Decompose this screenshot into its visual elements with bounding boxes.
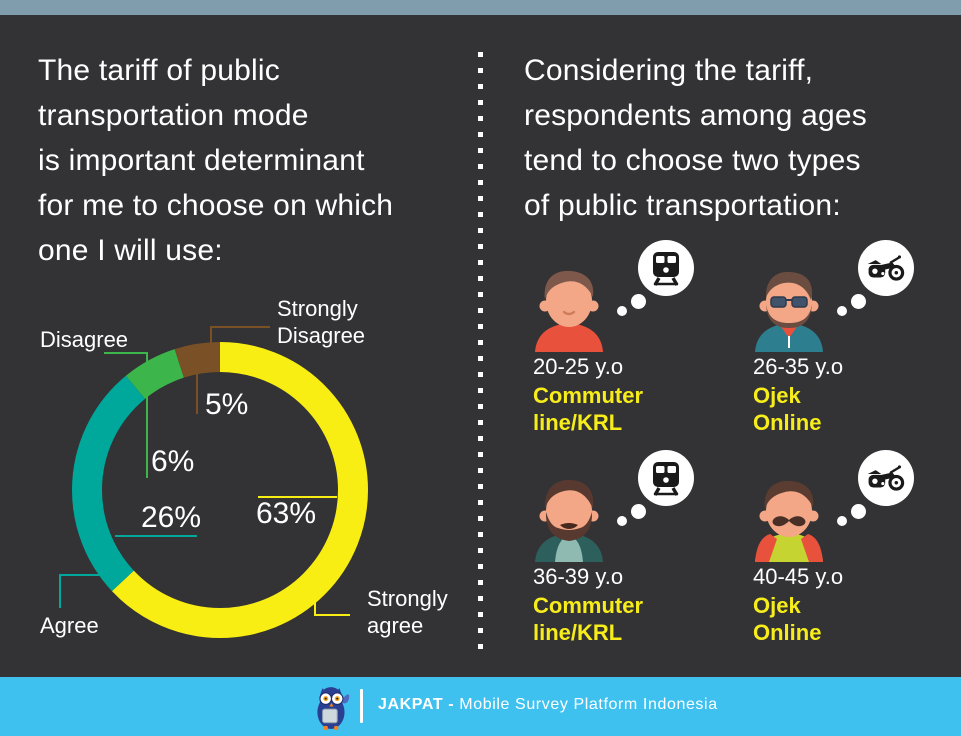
train-icon xyxy=(653,252,679,286)
thought-bubble xyxy=(858,240,914,296)
avatar-young-man xyxy=(535,270,603,352)
donut-segment-strongly-disagree xyxy=(72,342,368,638)
thought-dot xyxy=(617,516,627,526)
leader-pct26 xyxy=(115,535,197,537)
leader-strongly-agree xyxy=(314,614,350,616)
donut-chart xyxy=(72,342,368,638)
motorcycle-icon xyxy=(867,465,905,491)
thought-dot xyxy=(631,504,646,519)
persona-card-40-45: 40-45 y.o Ojek Online xyxy=(745,450,961,655)
thought-bubble xyxy=(638,240,694,296)
footer-brand-text: JAKPAT - Mobile Survey Platform Indonesi… xyxy=(378,696,718,714)
leader-agree-drop xyxy=(59,574,61,608)
leader-disagree-drop xyxy=(146,352,148,478)
avatar-mustache-man xyxy=(755,480,823,562)
owl-mascot-logo xyxy=(317,687,350,730)
value-agree: 26% xyxy=(141,501,202,534)
footer-bar xyxy=(0,677,961,736)
value-strongly-agree: 63% xyxy=(256,497,317,530)
dotted-divider xyxy=(478,52,483,652)
leader-agree xyxy=(59,574,105,576)
avatar-man-sunglasses xyxy=(755,271,823,352)
value-disagree: 6% xyxy=(151,445,195,478)
label-strongly-agree: Strongly agree xyxy=(367,586,448,638)
label-strongly-disagree: Strongly Disagree xyxy=(277,296,366,348)
thought-dot xyxy=(617,306,627,316)
thought-dot xyxy=(851,294,866,309)
persona-card-36-39: 36-39 y.o Commuter line/KRL xyxy=(525,450,755,655)
persona-choice: Ojek Online xyxy=(753,383,822,435)
leader-strongly-disagree xyxy=(210,326,270,328)
label-agree: Agree xyxy=(40,613,99,638)
footer-divider xyxy=(360,689,363,723)
brand-tagline: Mobile Survey Platform Indonesia xyxy=(454,696,718,713)
thought-dot xyxy=(851,504,866,519)
right-headline: Considering the tariff, respondents amon… xyxy=(524,54,867,222)
motorcycle-icon xyxy=(867,255,905,281)
top-accent-bar xyxy=(0,0,961,15)
train-icon xyxy=(653,462,679,496)
persona-age: 20-25 y.o xyxy=(533,354,624,379)
label-disagree: Disagree xyxy=(40,327,129,352)
persona-age: 36-39 y.o xyxy=(533,564,624,589)
persona-card-20-25: 20-25 y.o Commuter line/KRL xyxy=(525,240,755,445)
leader-strongly-agree-drop xyxy=(314,594,316,616)
leader-pct63 xyxy=(258,496,337,498)
persona-choice: Commuter line/KRL xyxy=(533,593,644,645)
thought-bubble xyxy=(858,450,914,506)
persona-choice: Commuter line/KRL xyxy=(533,383,644,435)
value-strongly-disagree: 5% xyxy=(205,388,249,421)
leader-disagree xyxy=(104,352,148,354)
thought-dot xyxy=(631,294,646,309)
persona-card-26-35: 26-35 y.o Ojek Online xyxy=(745,240,961,445)
thought-dot xyxy=(837,306,847,316)
leader-strongly-disagree-drop xyxy=(210,326,212,352)
thought-bubble xyxy=(638,450,694,506)
avatar-bearded-man xyxy=(535,479,603,562)
leader-pct5 xyxy=(196,368,198,414)
left-headline: The tariff of public transportation mode… xyxy=(38,54,394,267)
persona-age: 40-45 y.o xyxy=(753,564,844,589)
donut-segment-agree xyxy=(72,342,368,638)
persona-age: 26-35 y.o xyxy=(753,354,844,379)
thought-dot xyxy=(837,516,847,526)
persona-choice: Ojek Online xyxy=(753,593,822,645)
brand-name: JAKPAT - xyxy=(378,696,455,713)
